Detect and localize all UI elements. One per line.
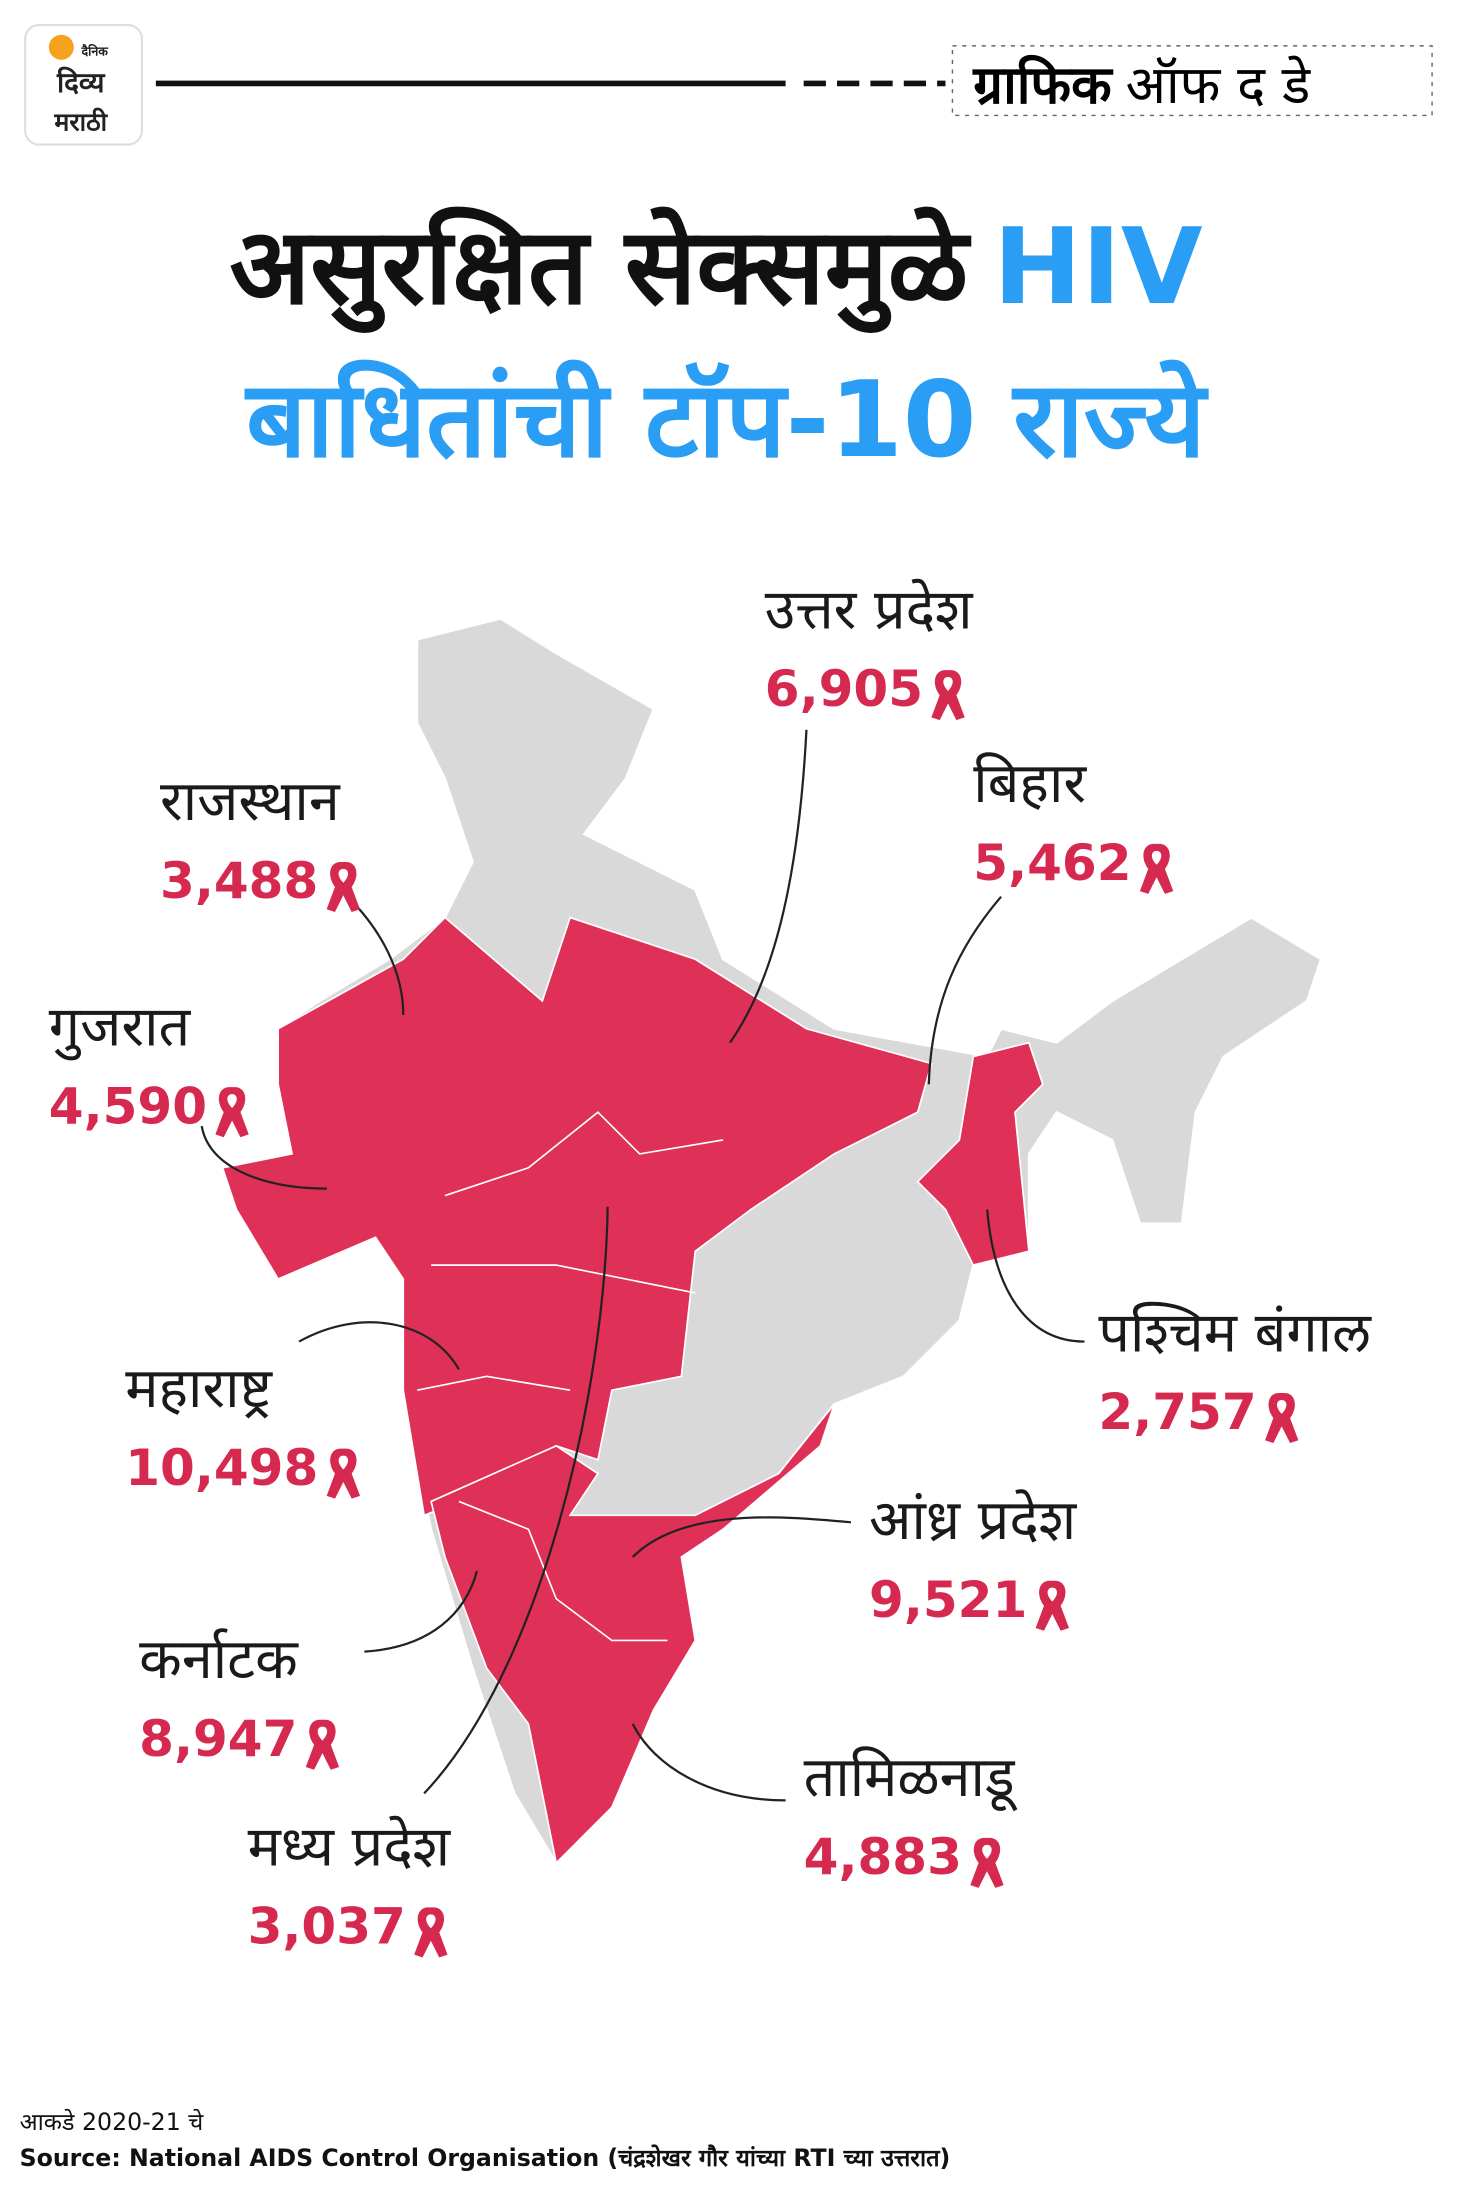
state-name: पश्चिम बंगाल	[1098, 1300, 1372, 1365]
state-name: राजस्थान	[160, 769, 341, 834]
footer-note: आकडे 2020-21 चे	[20, 2108, 205, 2136]
state-value: 2,757	[1098, 1383, 1256, 1441]
logo-text: दैनिक	[80, 44, 109, 59]
leader-line	[298, 1321, 460, 1370]
title-line: असुरक्षित सेक्समुळे HIV	[230, 205, 1203, 333]
leader-line	[729, 729, 808, 1044]
state-value: 9,521	[869, 1571, 1027, 1629]
state-value: 4,590	[49, 1077, 207, 1135]
state-name: मध्य प्रदेश	[248, 1815, 452, 1880]
ribbon-icon	[326, 861, 360, 912]
ribbon-icon	[305, 1719, 340, 1770]
state-value: 3,037	[248, 1898, 406, 1956]
title-text: असुरक्षित सेक्समुळे	[230, 205, 972, 333]
state-name: आंध्र प्रदेश	[869, 1488, 1078, 1553]
state-name: कर्नाटक	[139, 1627, 299, 1692]
ribbon-icon	[970, 1837, 1004, 1888]
map-region	[221, 916, 933, 1517]
state-name: बिहार	[973, 751, 1087, 816]
leader-line	[986, 1209, 1085, 1343]
ribbon-icon	[1265, 1393, 1299, 1444]
state-value: 5,462	[973, 834, 1131, 892]
header-tag-rest: ऑफ द डे	[1126, 55, 1311, 116]
state-value: 6,905	[765, 660, 923, 718]
state-name: गुजरात	[49, 994, 192, 1060]
header-box	[951, 45, 1433, 117]
state-border	[417, 1111, 724, 1642]
leader-line	[364, 1570, 479, 1653]
ribbon-icon	[414, 1907, 448, 1958]
map-region	[916, 1041, 1044, 1267]
logo: दैनिक दिव्य मराठी	[24, 23, 143, 146]
leader-line	[200, 1125, 327, 1190]
state-name: उत्तर प्रदेश	[765, 577, 974, 642]
leader-line	[631, 1723, 786, 1802]
header-tag-bold: ग्राफिक	[972, 54, 1114, 116]
ribbon-icon	[1035, 1580, 1069, 1631]
leader-line	[631, 1516, 852, 1558]
state-value: 4,883	[804, 1828, 962, 1886]
logo-text: दिव्य	[56, 66, 106, 99]
title-line: बाधितांची टॉप-10 राज्ये	[244, 358, 1209, 481]
logo-sun	[48, 34, 74, 60]
footer-source: Source: National AIDS Control Organisati…	[20, 2144, 951, 2172]
state-name: तामिळनाडू	[804, 1745, 1018, 1812]
state-value: 3,488	[160, 852, 318, 910]
ribbon-icon	[931, 670, 965, 721]
title-highlight: HIV	[993, 205, 1203, 328]
state-name: महाराष्ट्र	[125, 1356, 273, 1421]
leader-line	[927, 895, 1002, 1085]
logo-text: मराठी	[53, 108, 108, 137]
ribbon-icon	[1139, 843, 1174, 894]
state-value: 10,498	[125, 1439, 318, 1497]
ribbon-icon	[215, 1087, 249, 1138]
header-tag: ग्राफिक ऑफ द डे	[972, 54, 1311, 116]
leader-line	[423, 1206, 609, 1795]
ribbon-icon	[326, 1448, 361, 1499]
state-value: 8,947	[139, 1710, 297, 1768]
